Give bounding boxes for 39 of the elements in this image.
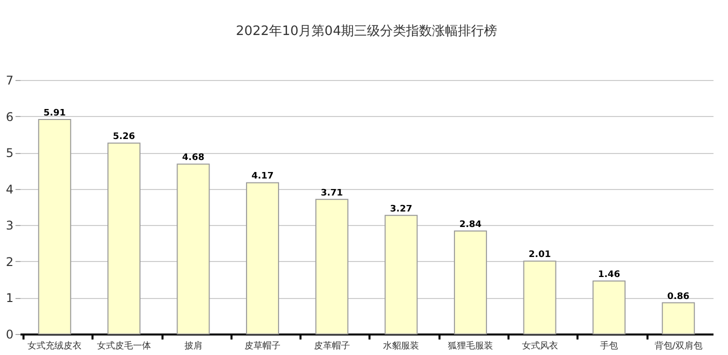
x-tick-label: 背包/双肩包 — [654, 340, 702, 352]
bar — [384, 214, 418, 334]
bar — [454, 230, 487, 334]
chart-title: 2022年10月第04期三级分类指数涨幅排行榜 — [236, 24, 498, 39]
bar — [107, 142, 140, 334]
bar — [662, 302, 695, 334]
data-label: 0.86 — [667, 292, 690, 302]
bar — [38, 119, 72, 334]
x-tick-label: 女式风衣 — [522, 340, 558, 352]
y-tick-label: 0 — [6, 328, 14, 342]
y-tick-label: 7 — [6, 74, 14, 88]
bar — [592, 280, 626, 334]
data-label: 5.26 — [112, 132, 136, 142]
x-tick-label: 披肩 — [184, 340, 202, 352]
data-label: 4.68 — [182, 153, 204, 164]
data-label: 3.27 — [390, 204, 412, 214]
x-tick-label: 皮革帽子 — [314, 340, 350, 352]
bar — [176, 164, 210, 334]
data-label: 1.46 — [598, 270, 620, 280]
bar — [315, 198, 348, 334]
x-tick-label: 狐狸毛服装 — [448, 340, 493, 352]
y-tick-label: 1 — [6, 291, 14, 306]
x-tick-label: 皮草帽子 — [244, 340, 281, 352]
y-tick-label: 5 — [6, 146, 14, 160]
data-label: 3.71 — [320, 188, 343, 198]
x-tick-label: 手包 — [600, 340, 618, 352]
y-tick-label: 4 — [6, 182, 14, 196]
data-label: 2.01 — [528, 250, 551, 260]
data-label: 2.84 — [459, 220, 482, 230]
bar — [246, 182, 280, 334]
y-tick-label: 3 — [6, 218, 14, 233]
x-tick-label: 女式皮毛一体 — [96, 340, 151, 352]
x-tick-label: 水貂服装 — [383, 340, 420, 352]
y-tick-label: 2 — [6, 254, 14, 269]
y-tick-label: 6 — [6, 110, 14, 124]
x-tick-label: 女式充绒皮衣 — [28, 340, 82, 352]
data-label: 5.91 — [44, 108, 66, 119]
bar — [523, 260, 556, 334]
data-label: 4.17 — [251, 172, 274, 182]
